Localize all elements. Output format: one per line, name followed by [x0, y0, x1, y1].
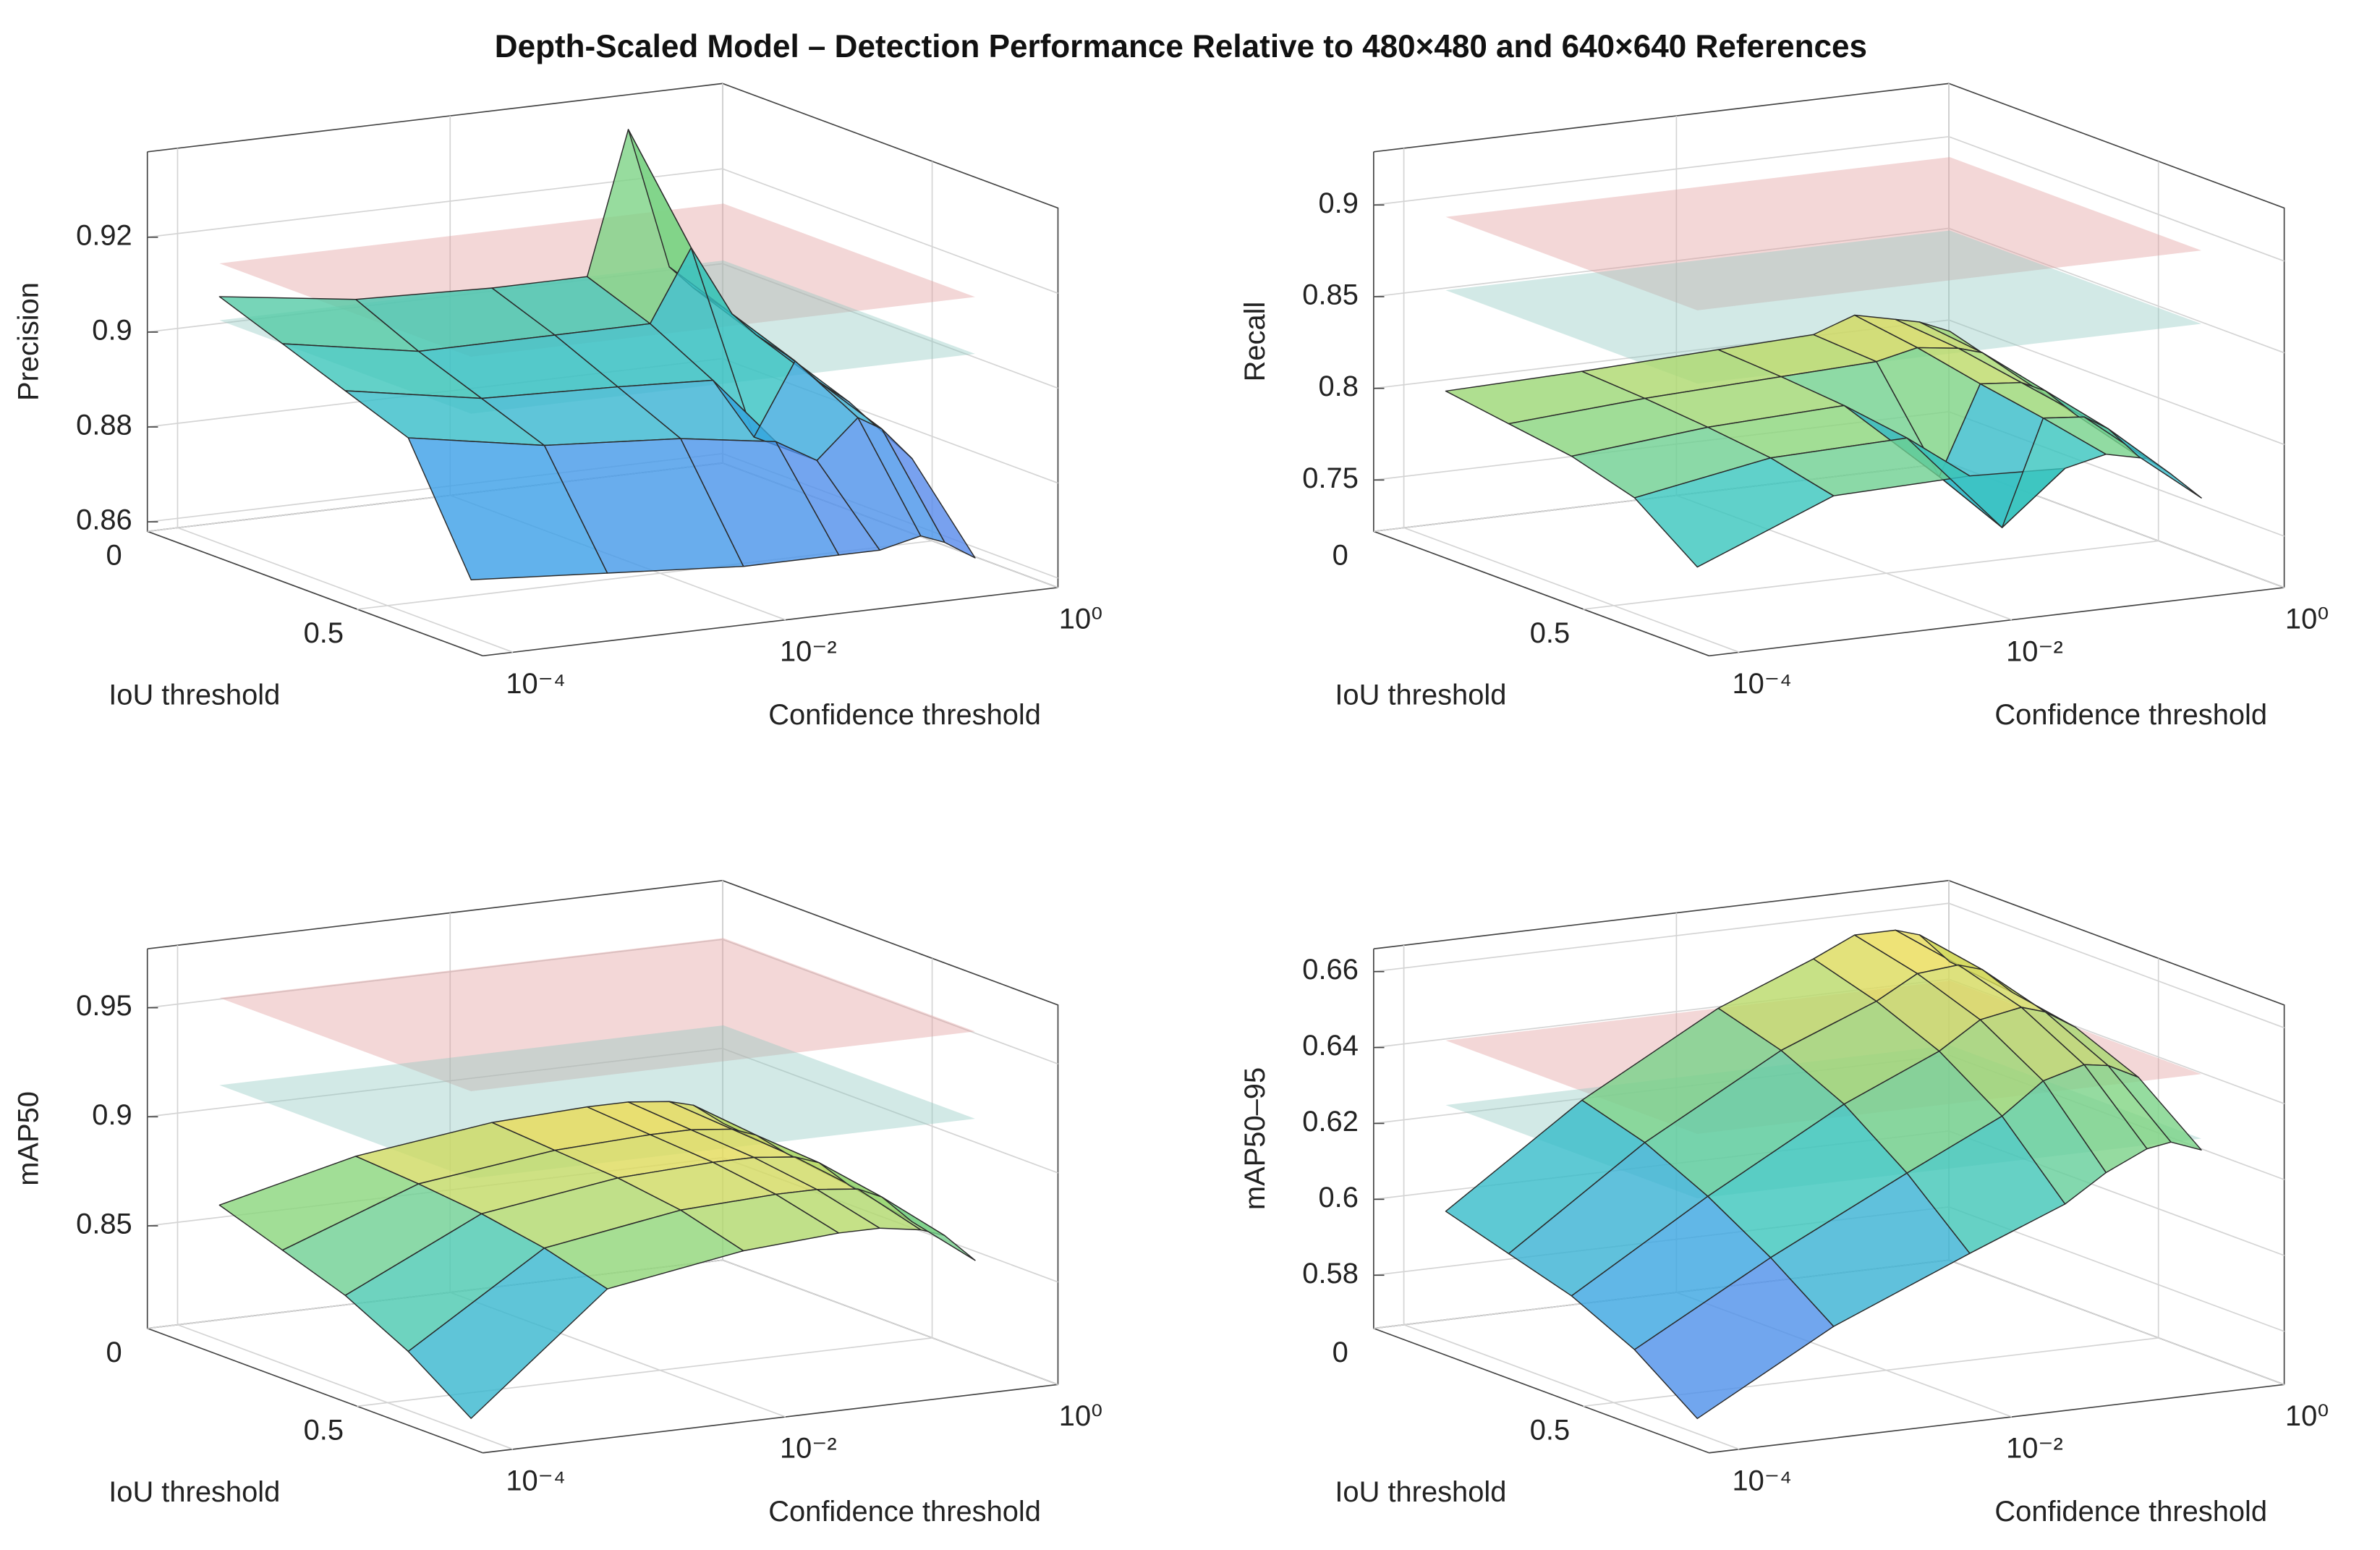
axis-box [147, 82, 1059, 588]
y-tick-label: 0.5 [304, 617, 344, 649]
x-tick-label: 10⁰ [2285, 1400, 2329, 1432]
figure-title: Depth-Scaled Model – Detection Performan… [495, 29, 1867, 64]
surface-cell [881, 428, 976, 559]
axis-box [147, 879, 1059, 1385]
subplot: 0.75 0.8 0.85 0.9 10⁻⁴ 10⁻² 10⁰ 0 0.5 Recall IoU t… [1239, 82, 2329, 731]
y-axis-label: IoU threshold [1335, 1476, 1506, 1508]
surface-cell [2107, 428, 2202, 499]
grid-line [1583, 958, 2159, 1407]
x-tick-label: 10⁻² [780, 635, 837, 667]
x-tick-label: 10⁰ [2285, 604, 2329, 635]
x-axis-label: Confidence threshold [1994, 699, 2267, 731]
z-axis-label: Recall [1239, 302, 1271, 382]
reference-plane [219, 938, 975, 1092]
x-tick-label: 10⁻⁴ [506, 1465, 566, 1496]
grid-line [357, 161, 933, 610]
surface-cell [2107, 1064, 2202, 1151]
z-tick-label: 0.86 [76, 504, 132, 536]
x-tick-label: 10⁰ [1059, 604, 1102, 635]
x-tick-label: 10⁻⁴ [1732, 668, 1792, 700]
x-tick-label: 10⁻² [2006, 1433, 2063, 1465]
x-tick-label: 10⁻⁴ [1732, 1465, 1792, 1496]
x-tick-label: 10⁻² [780, 1433, 837, 1465]
y-tick-label: 0.5 [1530, 617, 1570, 649]
z-axis-label: mAP50 [13, 1091, 45, 1186]
z-tick-label: 0.8 [1318, 370, 1358, 402]
z-tick-label: 0.75 [1302, 462, 1359, 494]
y-tick-label: 0 [106, 539, 122, 571]
grid-line [357, 958, 933, 1407]
reference-plane [1445, 157, 2202, 310]
y-axis-label: IoU threshold [1335, 679, 1506, 711]
x-axis-label: Confidence threshold [768, 699, 1041, 731]
z-tick-label: 0.88 [76, 410, 132, 441]
y-tick-label: 0.5 [304, 1414, 344, 1446]
subplot: 0.86 0.88 0.9 0.92 10⁻⁴ 10⁻² 10⁰ 0 0.5 Precision I… [13, 82, 1102, 731]
x-tick-label: 10⁰ [1059, 1400, 1102, 1432]
z-tick-label: 0.9 [92, 314, 132, 346]
x-tick-label: 10⁻² [2006, 635, 2063, 667]
x-tick-label: 10⁻⁴ [506, 668, 566, 700]
y-tick-label: 0 [1333, 539, 1348, 571]
x-axis-label: Confidence threshold [768, 1496, 1041, 1528]
z-tick-label: 0.95 [76, 990, 132, 1022]
z-tick-label: 0.85 [1302, 279, 1359, 310]
z-tick-label: 0.6 [1318, 1182, 1358, 1214]
grid-line [1583, 161, 2159, 610]
z-tick-label: 0.62 [1302, 1106, 1359, 1138]
x-axis-label: Confidence threshold [1994, 1496, 2267, 1528]
y-tick-label: 0 [1333, 1337, 1348, 1368]
y-tick-label: 0 [106, 1337, 122, 1368]
z-tick-label: 0.58 [1302, 1258, 1359, 1289]
z-tick-label: 0.92 [76, 219, 132, 251]
axis-box [1373, 82, 2285, 588]
grid-line [147, 880, 723, 1329]
z-tick-label: 0.9 [92, 1099, 132, 1131]
z-tick-label: 0.66 [1302, 954, 1359, 986]
subplot: 0.85 0.9 0.95 10⁻⁴ 10⁻² 10⁰ 0 0.5 mAP50 IoU thres… [13, 879, 1102, 1528]
y-tick-label: 0.5 [1530, 1414, 1570, 1446]
z-tick-label: 0.64 [1302, 1030, 1359, 1062]
axis-box [1373, 879, 2285, 1385]
z-axis-label: mAP50–95 [1239, 1067, 1271, 1210]
y-axis-label: IoU threshold [109, 679, 280, 711]
z-tick-label: 0.85 [76, 1208, 132, 1240]
reference-plane [219, 1025, 975, 1179]
subplot: 0.58 0.6 0.62 0.64 0.66 10⁻⁴ 10⁻² 10⁰ 0 0.5 mAP50–… [1239, 879, 2329, 1528]
surface-cell [881, 1196, 976, 1261]
reference-plane [1445, 230, 2202, 384]
z-tick-label: 0.9 [1318, 187, 1358, 219]
z-axis-label: Precision [13, 282, 45, 401]
y-axis-label: IoU threshold [109, 1476, 280, 1508]
